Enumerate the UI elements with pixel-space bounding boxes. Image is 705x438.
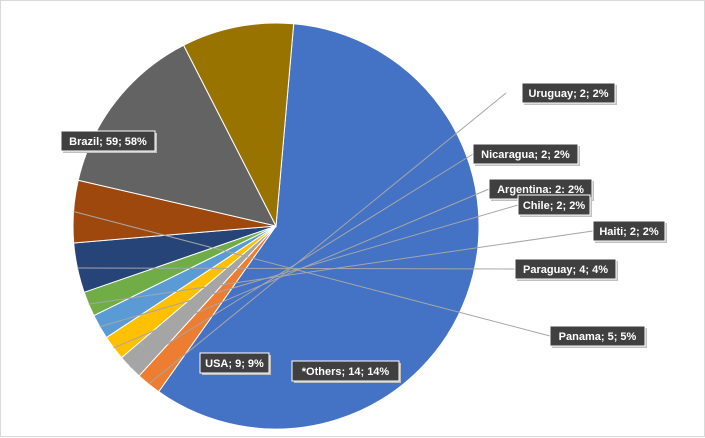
leader-line-chile (99, 204, 519, 328)
data-label-brazil: Brazil; 59; 58% (60, 130, 157, 153)
data-label-box (291, 360, 400, 382)
data-label-box (199, 352, 270, 374)
data-label-nicaragua: Nicaragua; 2; 2% (472, 143, 580, 166)
leader-lines (73, 92, 594, 385)
pie-slice-usa (182, 22, 295, 228)
data-label-uruguay: Uruguay; 2; 2% (521, 82, 617, 105)
data-label-usa: USA; 9; 9% (199, 352, 271, 375)
data-label-others: *Others; 14; 14% (291, 360, 401, 383)
leader-line-uruguay (148, 92, 507, 385)
data-label-text: *Others; 14; 14% (302, 366, 390, 378)
data-label-text: Chile; 2; 2% (523, 200, 586, 212)
data-label-panama: Panama; 5; 5% (549, 325, 647, 348)
data-label-text: Uruguay; 2; 2% (528, 88, 608, 100)
pie-slice-others (77, 44, 277, 227)
data-label-text: Brazil; 59; 58% (69, 136, 147, 148)
leader-line-haiti (88, 230, 594, 305)
data-label-box (592, 220, 666, 242)
data-label-text: Nicaragua; 2; 2% (481, 149, 570, 161)
data-label-box (549, 325, 646, 347)
leader-line-paraguay (77, 267, 516, 270)
leader-line-nicaragua (129, 153, 474, 368)
pie-slices (72, 22, 480, 430)
data-label-box (514, 258, 617, 280)
data-label-paraguay: Paraguay; 4; 4% (514, 258, 618, 281)
data-labels: Brazil; 59; 58% Uruguay; 2; 2% Nicaragua; … (60, 82, 667, 383)
data-label-text: Panama; 5; 5% (559, 331, 637, 343)
data-label-box (60, 130, 156, 152)
data-label-text: Argentina: 2: 2% (497, 184, 584, 196)
leader-line-panama (73, 210, 551, 337)
data-label-box (521, 82, 616, 104)
data-label-box (472, 143, 579, 165)
data-label-text: USA; 9; 9% (205, 358, 264, 370)
data-label-chile: Chile; 2; 2% (517, 194, 592, 217)
data-label-text: Paraguay; 4; 4% (523, 264, 608, 276)
data-label-box (517, 194, 591, 216)
data-label-text: Haiti; 2; 2% (599, 226, 659, 238)
data-label-haiti: Haiti; 2; 2% (592, 220, 667, 243)
pie-slice-brazil (158, 23, 480, 430)
